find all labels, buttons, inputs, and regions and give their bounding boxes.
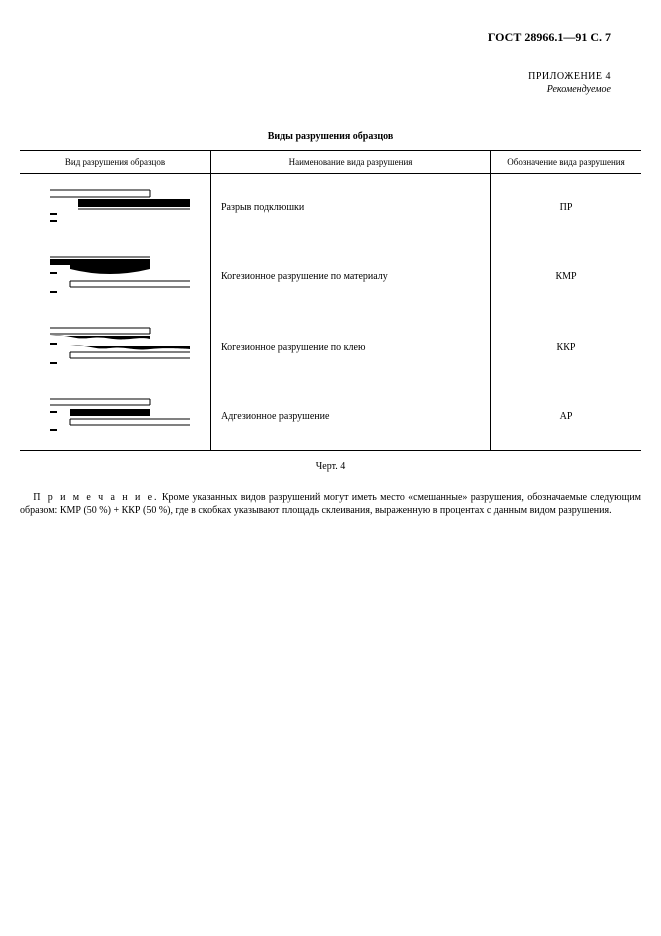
diagram-cell: [20, 312, 211, 383]
table-row: Когезионное разрушение по материалу КМР: [20, 241, 641, 312]
figure-caption: Черт. 4: [20, 461, 641, 472]
failure-name: Разрыв подклюшки: [211, 174, 491, 242]
page: ГОСТ 28966.1—91 С. 7 ПРИЛОЖЕНИЕ 4 Рекоме…: [0, 0, 661, 936]
appendix-note: Рекомендуемое: [20, 83, 611, 96]
diagram-cell: [20, 241, 211, 312]
standard-reference: ГОСТ 28966.1—91 С. 7: [20, 30, 611, 45]
table-row: Когезионное разрушение по клею ККР: [20, 312, 641, 383]
failure-name: Адгезионное разрушение: [211, 383, 491, 451]
diagram-kkr-icon: [50, 326, 190, 366]
diagram-cell: [20, 383, 211, 451]
failure-code: ККР: [491, 312, 642, 383]
table-row: Разрыв подклюшки ПР: [20, 174, 641, 242]
col-header-diagram: Вид разрушения образцов: [20, 151, 211, 174]
appendix-label: ПРИЛОЖЕНИЕ 4: [20, 70, 611, 83]
col-header-name: Наименование вида разрушения: [211, 151, 491, 174]
diagram-pr-icon: [50, 188, 190, 224]
note-label: П р и м е ч а н и е.: [33, 492, 158, 503]
appendix-block: ПРИЛОЖЕНИЕ 4 Рекомендуемое: [20, 70, 611, 96]
note-paragraph: П р и м е ч а н и е. Кроме указанных вид…: [20, 492, 641, 517]
failure-table: Вид разрушения образцов Наименование вид…: [20, 150, 641, 451]
diagram-kmr-icon: [50, 255, 190, 295]
table-title: Виды разрушения образцов: [20, 131, 641, 142]
diagram-ar-icon: [50, 397, 190, 433]
table-row: Адгезионное разрушение АР: [20, 383, 641, 451]
failure-code: КМР: [491, 241, 642, 312]
table-header-row: Вид разрушения образцов Наименование вид…: [20, 151, 641, 174]
failure-code: ПР: [491, 174, 642, 242]
failure-code: АР: [491, 383, 642, 451]
failure-name: Когезионное разрушение по клею: [211, 312, 491, 383]
failure-name: Когезионное разрушение по материалу: [211, 241, 491, 312]
diagram-cell: [20, 174, 211, 242]
col-header-code: Обозначение вида разрушения: [491, 151, 642, 174]
